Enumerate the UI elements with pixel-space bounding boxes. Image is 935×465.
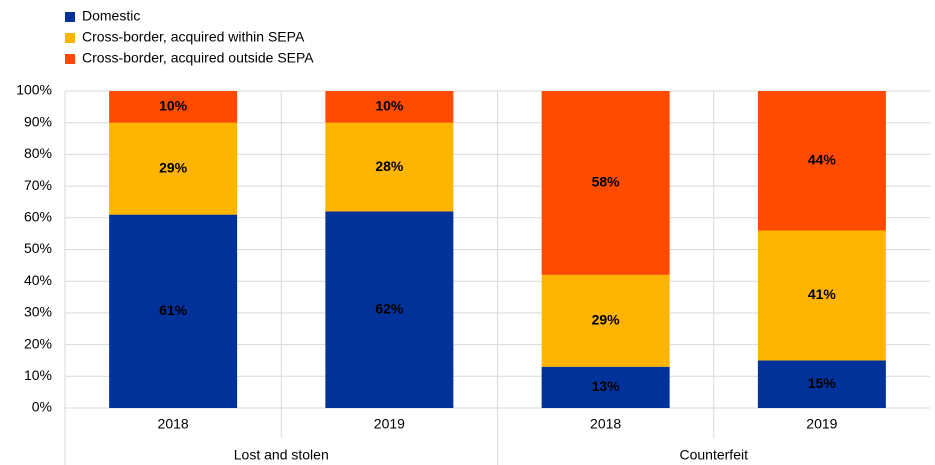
legend-swatch [65, 33, 75, 43]
bar-segment [325, 211, 454, 408]
data-label: 10% [159, 98, 188, 114]
bar-segment [541, 91, 670, 275]
y-tick-label: 90% [24, 113, 52, 129]
bar-segment [325, 91, 454, 123]
data-label: 62% [375, 300, 404, 316]
bar-segment [757, 360, 886, 408]
data-label: 13% [592, 378, 621, 394]
y-tick-label: 30% [24, 304, 52, 320]
y-tick-label: 20% [24, 335, 52, 351]
y-tick-label: 40% [24, 272, 52, 288]
data-label: 61% [159, 302, 188, 318]
y-tick-label: 70% [24, 177, 52, 193]
group-label: Lost and stolen [234, 447, 329, 463]
data-label: 44% [808, 151, 837, 167]
y-tick-label: 100% [16, 82, 52, 98]
y-tick-label: 80% [24, 145, 52, 161]
data-label: 10% [375, 98, 404, 114]
legend-swatch [65, 54, 75, 64]
data-label: 28% [375, 158, 404, 174]
bar-segment [541, 366, 670, 408]
data-label: 41% [808, 286, 837, 302]
legend-label: Cross-border, acquired outside SEPA [82, 50, 314, 66]
x-tick-label: 2019 [374, 416, 405, 432]
x-tick-label: 2018 [158, 416, 189, 432]
bar-segment [109, 214, 238, 408]
bar-segment [325, 122, 454, 212]
data-label: 29% [592, 312, 621, 328]
bar-segment [757, 91, 886, 231]
legend-swatch [65, 12, 75, 22]
data-label: 15% [808, 375, 837, 391]
bar-segment [109, 122, 238, 215]
group-label: Counterfeit [680, 447, 749, 463]
x-tick-label: 2019 [806, 416, 837, 432]
bar-segment [109, 91, 238, 123]
data-label: 58% [592, 174, 621, 190]
y-tick-label: 50% [24, 240, 52, 256]
y-tick-label: 0% [32, 399, 52, 415]
legend-label: Domestic [82, 8, 140, 24]
y-tick-label: 10% [24, 367, 52, 383]
bar-segment [757, 230, 886, 361]
x-tick-label: 2018 [590, 416, 621, 432]
data-label: 29% [159, 159, 188, 175]
legend-label: Cross-border, acquired within SEPA [82, 29, 305, 45]
y-tick-label: 60% [24, 209, 52, 225]
bar-segment [541, 274, 670, 367]
